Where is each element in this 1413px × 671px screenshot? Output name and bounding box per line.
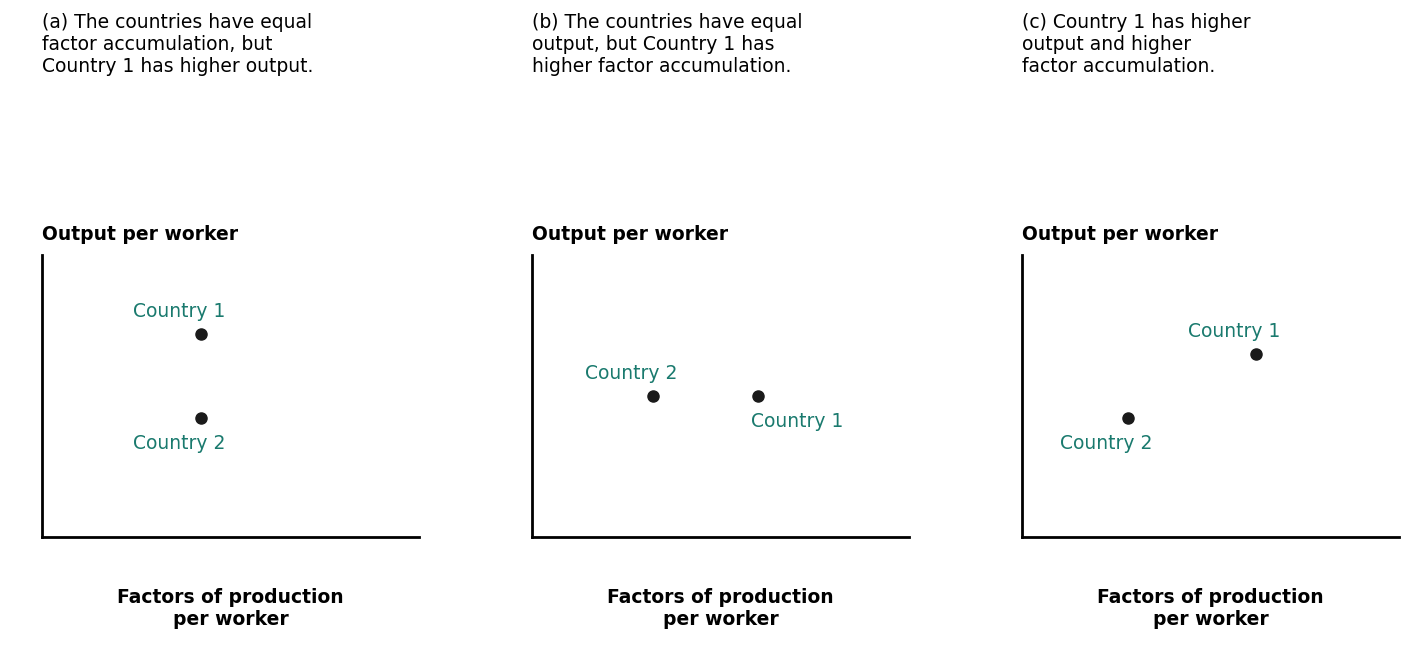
Text: Country 2: Country 2 xyxy=(1060,434,1152,454)
Text: Factors of production
per worker: Factors of production per worker xyxy=(608,588,834,629)
Text: Country 2: Country 2 xyxy=(585,364,677,383)
Text: Output per worker: Output per worker xyxy=(1022,225,1218,244)
Text: Output per worker: Output per worker xyxy=(42,225,239,244)
Text: Country 1: Country 1 xyxy=(1188,321,1280,341)
Text: Country 1: Country 1 xyxy=(750,412,844,431)
Text: (c) Country 1 has higher
output and higher
factor accumulation.: (c) Country 1 has higher output and high… xyxy=(1022,13,1251,76)
Text: (b) The countries have equal
output, but Country 1 has
higher factor accumulatio: (b) The countries have equal output, but… xyxy=(533,13,803,76)
Text: (a) The countries have equal
factor accumulation, but
Country 1 has higher outpu: (a) The countries have equal factor accu… xyxy=(42,13,314,76)
Text: Factors of production
per worker: Factors of production per worker xyxy=(117,588,345,629)
Text: Country 2: Country 2 xyxy=(133,434,225,454)
Text: Country 1: Country 1 xyxy=(133,302,225,321)
Text: Factors of production
per worker: Factors of production per worker xyxy=(1096,588,1324,629)
Text: Output per worker: Output per worker xyxy=(533,225,728,244)
